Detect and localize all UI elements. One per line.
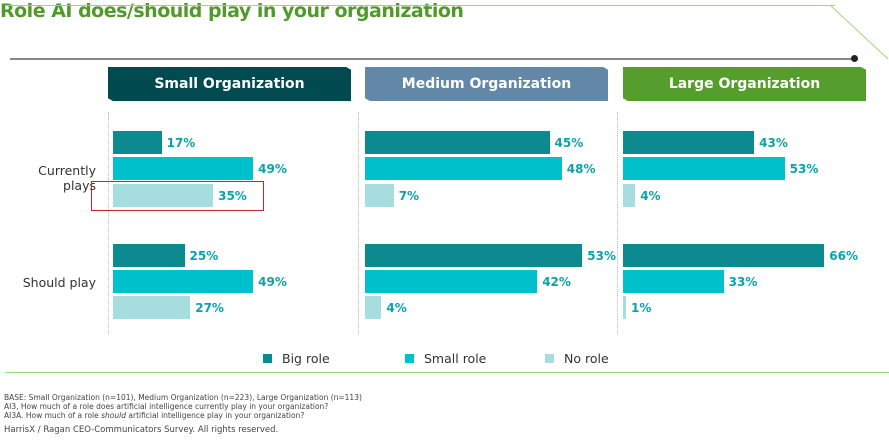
bar: [623, 184, 636, 207]
highlight-box: [91, 181, 264, 211]
footnote-q2: AI3A. How much of a role should artifici…: [4, 411, 305, 420]
bar: [623, 244, 825, 267]
bar: [365, 270, 538, 293]
panel-header: Medium Organization: [365, 67, 608, 101]
data-label: 4%: [640, 189, 661, 203]
data-label: 66%: [829, 249, 859, 263]
data-label: 7%: [398, 189, 420, 203]
bar: [365, 244, 583, 267]
legend-item-no: No role: [545, 351, 609, 366]
bar: [623, 157, 785, 180]
frame-corner: [830, 4, 889, 60]
footnote-q1: AI3, How much of a role does artificial …: [4, 402, 329, 411]
data-label: 53%: [789, 162, 819, 176]
data-label: 17%: [166, 136, 196, 150]
bar: [623, 296, 627, 319]
bar: [365, 296, 382, 319]
bar: [113, 131, 162, 154]
data-label: 1%: [631, 301, 652, 315]
data-label: 27%: [195, 301, 224, 315]
panel-axis: [108, 112, 109, 334]
page-title: Role AI does/should play in your organiz…: [0, 0, 464, 22]
data-label: 53%: [587, 249, 617, 263]
bar: [365, 184, 394, 207]
bar: [113, 184, 214, 207]
row-label-currently: Currently plays: [38, 163, 96, 193]
panel-axis: [617, 112, 618, 334]
panel-header: Large Organization: [623, 67, 866, 101]
frame-top-line: [5, 5, 835, 6]
bar: [365, 157, 562, 180]
frame-bottom-line: [5, 372, 889, 373]
data-label: 49%: [258, 162, 287, 176]
legend-swatch: [405, 354, 414, 363]
bar: [623, 131, 755, 154]
underline-dot: [851, 55, 858, 62]
data-label: 25%: [189, 249, 219, 263]
bar: [113, 296, 191, 319]
legend-swatch: [263, 354, 272, 363]
data-label: 42%: [542, 275, 571, 289]
legend-swatch: [545, 354, 554, 363]
footnote-credit: HarrisX / Ragan CEO-Communicators Survey…: [4, 425, 279, 435]
bar: [113, 270, 254, 293]
data-label: 45%: [554, 136, 584, 150]
legend-item-small: Small role: [405, 351, 486, 366]
data-label: 48%: [566, 162, 596, 176]
title-underline: [10, 58, 853, 60]
legend-label: Small role: [424, 351, 487, 366]
data-label: 49%: [258, 275, 287, 289]
footnote-base: BASE: Small Organization (n=101), Medium…: [4, 393, 362, 402]
row-label-should: Should play: [22, 275, 96, 290]
data-label: 43%: [759, 136, 788, 150]
data-label: 33%: [728, 275, 758, 289]
bar: [113, 244, 185, 267]
legend-label: No role: [564, 351, 609, 366]
panel-header: Small Organization: [108, 67, 351, 101]
legend-label: Big role: [282, 351, 330, 366]
legend-item-big: Big role: [263, 351, 330, 366]
data-label: 35%: [218, 189, 247, 203]
panel-axis: [358, 112, 359, 334]
bar: [113, 157, 254, 180]
data-label: 4%: [386, 301, 407, 315]
bar: [365, 131, 550, 154]
bar: [623, 270, 724, 293]
